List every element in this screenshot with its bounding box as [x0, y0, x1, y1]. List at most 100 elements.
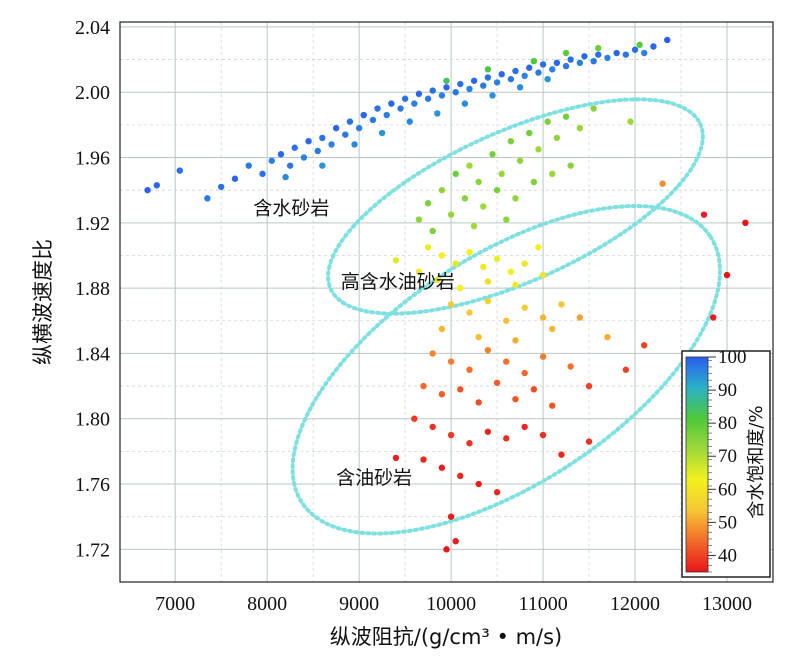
- data-point: [217, 183, 225, 191]
- data-point: [484, 74, 492, 81]
- data-point: [144, 186, 151, 194]
- data-point: [424, 95, 432, 102]
- data-point: [397, 105, 404, 112]
- data-point: [480, 203, 487, 210]
- data-point: [452, 89, 459, 96]
- data-point: [411, 100, 418, 107]
- data-point: [493, 186, 501, 194]
- colorbar-tick-label: 80: [718, 413, 737, 434]
- data-point: [429, 87, 436, 94]
- data-point: [521, 72, 528, 80]
- data-point: [443, 546, 450, 553]
- data-point: [549, 66, 556, 73]
- data-point: [493, 79, 501, 86]
- data-point: [576, 124, 584, 132]
- data-point: [392, 257, 400, 264]
- x-tick-label: 8000: [247, 593, 287, 615]
- y-tick-label: 1.76: [75, 474, 110, 496]
- data-point: [530, 57, 538, 65]
- data-point: [300, 154, 308, 161]
- data-point: [401, 95, 409, 102]
- data-point: [512, 67, 519, 75]
- y-tick-label: 1.80: [75, 409, 110, 431]
- data-point: [475, 333, 482, 341]
- annotation-label: 高含水油砂岩: [341, 271, 455, 293]
- data-point: [484, 278, 492, 285]
- data-point: [604, 54, 611, 62]
- data-point: [498, 71, 505, 78]
- data-point: [484, 66, 492, 73]
- data-point: [512, 395, 519, 403]
- data-point: [328, 141, 335, 148]
- data-point: [461, 100, 469, 107]
- data-point: [319, 134, 326, 142]
- data-point: [489, 92, 496, 99]
- data-point: [342, 131, 349, 138]
- data-point: [443, 84, 450, 91]
- data-point: [383, 111, 390, 119]
- grid: [120, 22, 773, 582]
- colorbar-tick-label: 90: [718, 380, 737, 401]
- data-point: [521, 423, 528, 431]
- data-point: [475, 480, 482, 488]
- data-point: [176, 167, 183, 174]
- plot-frame: [119, 21, 774, 583]
- data-point: [351, 141, 358, 148]
- data-point: [659, 180, 666, 187]
- y-tick-label: 1.84: [75, 343, 110, 365]
- data-point: [305, 137, 312, 145]
- data-point: [447, 211, 455, 218]
- data-point: [535, 146, 542, 153]
- data-point: [466, 85, 473, 93]
- data-point: [204, 195, 211, 202]
- data-point: [429, 227, 436, 235]
- data-point: [447, 301, 455, 308]
- data-point: [314, 147, 321, 155]
- data-point: [493, 489, 501, 496]
- data-point: [521, 304, 528, 311]
- y-tick-label: 1.72: [75, 539, 110, 561]
- data-point: [567, 56, 574, 63]
- x-tick-label: 13000: [702, 593, 752, 615]
- data-point: [516, 84, 524, 91]
- data-point: [562, 62, 570, 70]
- data-point: [544, 75, 551, 83]
- data-point: [627, 118, 634, 125]
- y-tick-label: 1.88: [75, 278, 110, 300]
- data-point: [622, 51, 630, 58]
- x-tick-label: 9000: [339, 593, 379, 615]
- data-point: [461, 195, 469, 202]
- x-tick-label: 7000: [155, 593, 195, 615]
- data-point: [360, 111, 367, 119]
- data-point: [392, 454, 400, 462]
- data-point: [535, 69, 542, 76]
- data-point: [558, 451, 565, 458]
- data-point: [641, 342, 648, 349]
- data-point: [434, 110, 441, 117]
- data-point: [424, 200, 432, 207]
- data-point: [507, 75, 515, 83]
- data-point: [429, 423, 436, 431]
- data-point: [553, 59, 561, 67]
- data-point: [484, 346, 492, 354]
- colorbar-tick-label: 40: [718, 545, 737, 566]
- data-point: [231, 175, 239, 182]
- colorbar-tick-label: 60: [718, 479, 737, 500]
- annotation-label: 含油砂岩: [336, 467, 412, 489]
- data-point: [535, 244, 542, 251]
- data-point: [411, 415, 418, 422]
- data-point: [452, 537, 459, 545]
- data-point: [604, 333, 611, 341]
- data-point: [484, 428, 492, 435]
- data-point: [480, 263, 487, 271]
- data-point: [590, 57, 597, 65]
- data-point: [475, 178, 482, 186]
- data-point: [438, 325, 446, 333]
- colorbar-tick-label: 100: [718, 347, 747, 368]
- data-point: [438, 186, 446, 194]
- data-point: [457, 80, 464, 88]
- data-point: [406, 118, 413, 125]
- data-point: [526, 64, 533, 71]
- data-point: [503, 216, 510, 223]
